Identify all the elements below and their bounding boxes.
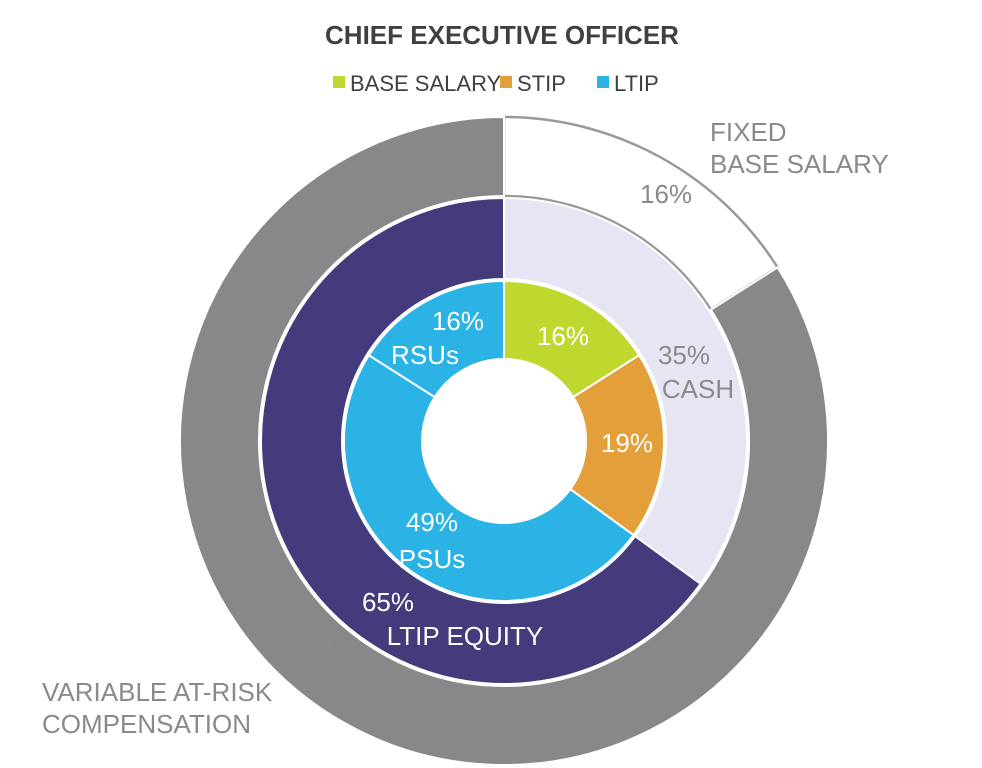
middle-slice-ltip-equity: [260, 196, 702, 685]
variable-name-label: COMPENSATION: [42, 709, 251, 739]
ltip-equity-name-label: LTIP EQUITY: [387, 621, 544, 651]
inner-slice-stip: [568, 353, 665, 537]
rsus-name-label: RSUs: [391, 340, 459, 370]
legend: BASE SALARY STIP LTIP: [333, 71, 659, 96]
legend-label: STIP: [517, 71, 566, 96]
legend-swatch: [500, 76, 512, 88]
cash-value-label: 35%: [658, 340, 710, 370]
ltip-equity-value-label: 65%: [362, 587, 414, 617]
base-salary-value-label: 16%: [537, 321, 589, 351]
legend-swatch: [333, 76, 345, 88]
variable-name-label: VARIABLE AT-RISK: [42, 677, 273, 707]
inner-slice-base-salary: [503, 279, 641, 399]
cash-name-label: CASH: [662, 374, 734, 404]
variable-value-label: 84%: [280, 628, 332, 658]
middle-ring: [260, 196, 748, 685]
center-hole: [423, 360, 585, 522]
legend-label: BASE SALARY: [350, 71, 502, 96]
psus-value-label: 49%: [406, 507, 458, 537]
rsus-value-label: 16%: [432, 306, 484, 336]
inner-slice-psus: [343, 353, 635, 602]
outer-slice-variable: [179, 115, 829, 766]
chart-title: CHIEF EXECUTIVE OFFICER: [325, 20, 679, 50]
legend-swatch: [597, 76, 609, 88]
inner-ring: [343, 279, 665, 602]
fixed-name-label: BASE SALARY: [710, 149, 889, 179]
legend-label: LTIP: [614, 71, 659, 96]
stip-value-label: 19%: [601, 428, 653, 458]
fixed-name-label: FIXED: [710, 117, 787, 147]
outer-ring: [179, 115, 829, 766]
inner-slice-rsus: [367, 279, 505, 399]
middle-slice-cash: [503, 196, 748, 586]
fixed-value-label: 16%: [640, 179, 692, 209]
psus-name-label: PSUs: [399, 544, 465, 574]
